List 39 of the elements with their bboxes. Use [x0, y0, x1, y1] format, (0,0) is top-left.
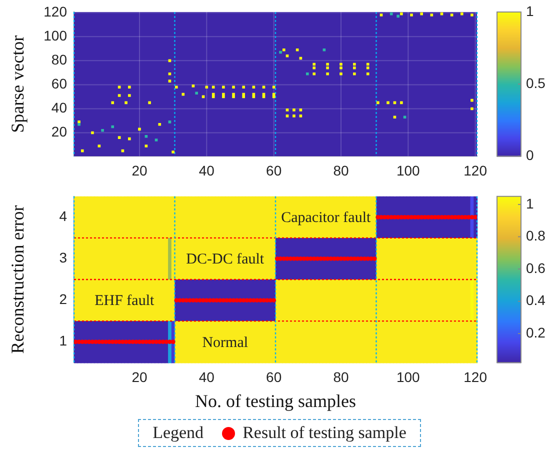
- y-tick-label: 2: [59, 291, 68, 308]
- color-bar-label: 0.6: [526, 260, 546, 276]
- x-tick-label: 80: [333, 162, 349, 178]
- y-axis-title: Reconstruction error: [8, 205, 28, 354]
- x-tick-label: 80: [333, 368, 349, 385]
- color-bar-label: 0.5: [526, 74, 546, 91]
- y-tick-label: 60: [51, 76, 68, 92]
- color-bar-label: 1: [526, 2, 534, 19]
- y-tick-label: 20: [51, 124, 68, 140]
- y-tick-label: 4: [59, 208, 68, 224]
- x-axis-title: No. of testing samples: [195, 390, 356, 411]
- color-bar-label: 0.8: [526, 228, 546, 244]
- legend-title: Legend: [152, 423, 204, 443]
- x-tick-label: 40: [198, 162, 215, 178]
- y-tick-label: 80: [51, 52, 68, 68]
- y-tick-label: 100: [44, 27, 68, 44]
- y-tick-label: 120: [44, 3, 68, 20]
- x-tick-label: 60: [266, 368, 282, 385]
- annotation: Normal: [202, 334, 248, 351]
- color-bar-label: 1: [526, 195, 534, 212]
- color-bar-label: 0: [526, 147, 534, 164]
- x-tick-label: 40: [198, 368, 215, 385]
- x-tick-label: 120: [464, 162, 488, 178]
- annotation: DC-DC fault: [186, 252, 265, 268]
- y-tick-label: 1: [59, 332, 68, 349]
- color-bar-label: 0.4: [526, 292, 546, 308]
- x-tick-label: 120: [464, 368, 488, 385]
- legend-label: Result of testing sample: [242, 423, 406, 443]
- x-tick-label: 20: [132, 368, 148, 385]
- x-tick-label: 60: [266, 162, 282, 178]
- x-tick-label: 20: [132, 162, 148, 178]
- x-tick-label: 100: [396, 368, 420, 385]
- y-axis-title: Sparse vector: [8, 35, 28, 133]
- annotation: Capacitor fault: [281, 210, 372, 226]
- y-tick-label: 40: [51, 100, 68, 116]
- color-bar-label: 0.2: [526, 324, 546, 340]
- annotation: EHF fault: [94, 293, 155, 310]
- y-tick-label: 3: [59, 250, 68, 266]
- x-tick-label: 100: [396, 162, 420, 178]
